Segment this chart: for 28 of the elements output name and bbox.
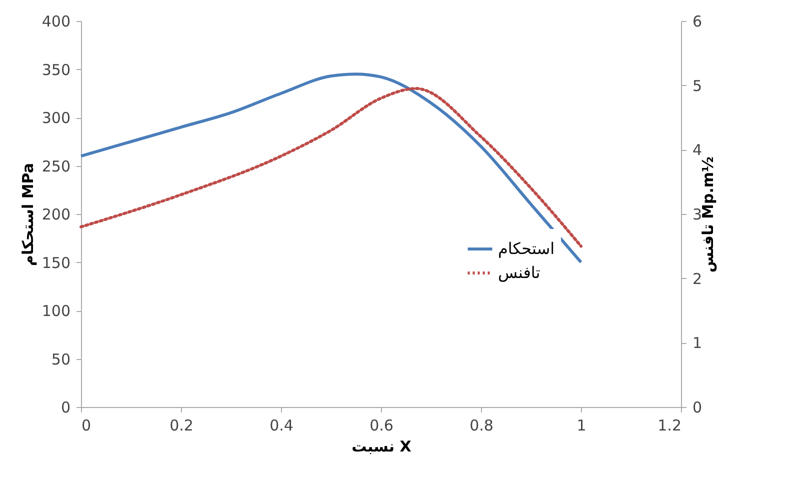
x-tick-label: 0.4: [270, 416, 294, 434]
y2-tick-label: 6: [692, 12, 702, 30]
x-tick-label: 0: [82, 416, 92, 434]
x-tick-label: 0.2: [170, 416, 194, 434]
y-tick-label: 250: [42, 157, 70, 176]
y-tick-label: 100: [42, 302, 70, 320]
x-axis-title: نسبت X: [352, 438, 412, 456]
x-tick-label: 1: [576, 416, 586, 434]
y2-tick-label: 0: [692, 398, 702, 416]
x-tick-label: 1.2: [658, 416, 682, 434]
y2-tick-label: 2: [692, 270, 702, 288]
y-tick-label: 200: [42, 206, 70, 224]
legend-label: استحکام: [498, 239, 555, 258]
x-tick-label: 0.6: [370, 416, 394, 434]
y-tick-label: 300: [42, 109, 70, 127]
y2-tick-label: 1: [692, 334, 702, 352]
y-tick-label: 350: [42, 60, 70, 79]
y2-tick-label: 4: [692, 141, 702, 160]
y2-tick-label: 5: [692, 76, 702, 95]
x-tick-label: 0.8: [470, 416, 494, 434]
y-tick-label: 0: [60, 398, 70, 416]
y2-tick-label: 3: [692, 206, 702, 224]
line-series: [80, 72, 582, 264]
y-tick-label: 150: [42, 254, 70, 272]
y-axis-title: استحکام MPa: [18, 162, 37, 266]
y-tick-label: 400: [42, 12, 70, 30]
legend-label: تافنس: [498, 263, 540, 282]
y-tick-label: 50: [51, 350, 70, 368]
